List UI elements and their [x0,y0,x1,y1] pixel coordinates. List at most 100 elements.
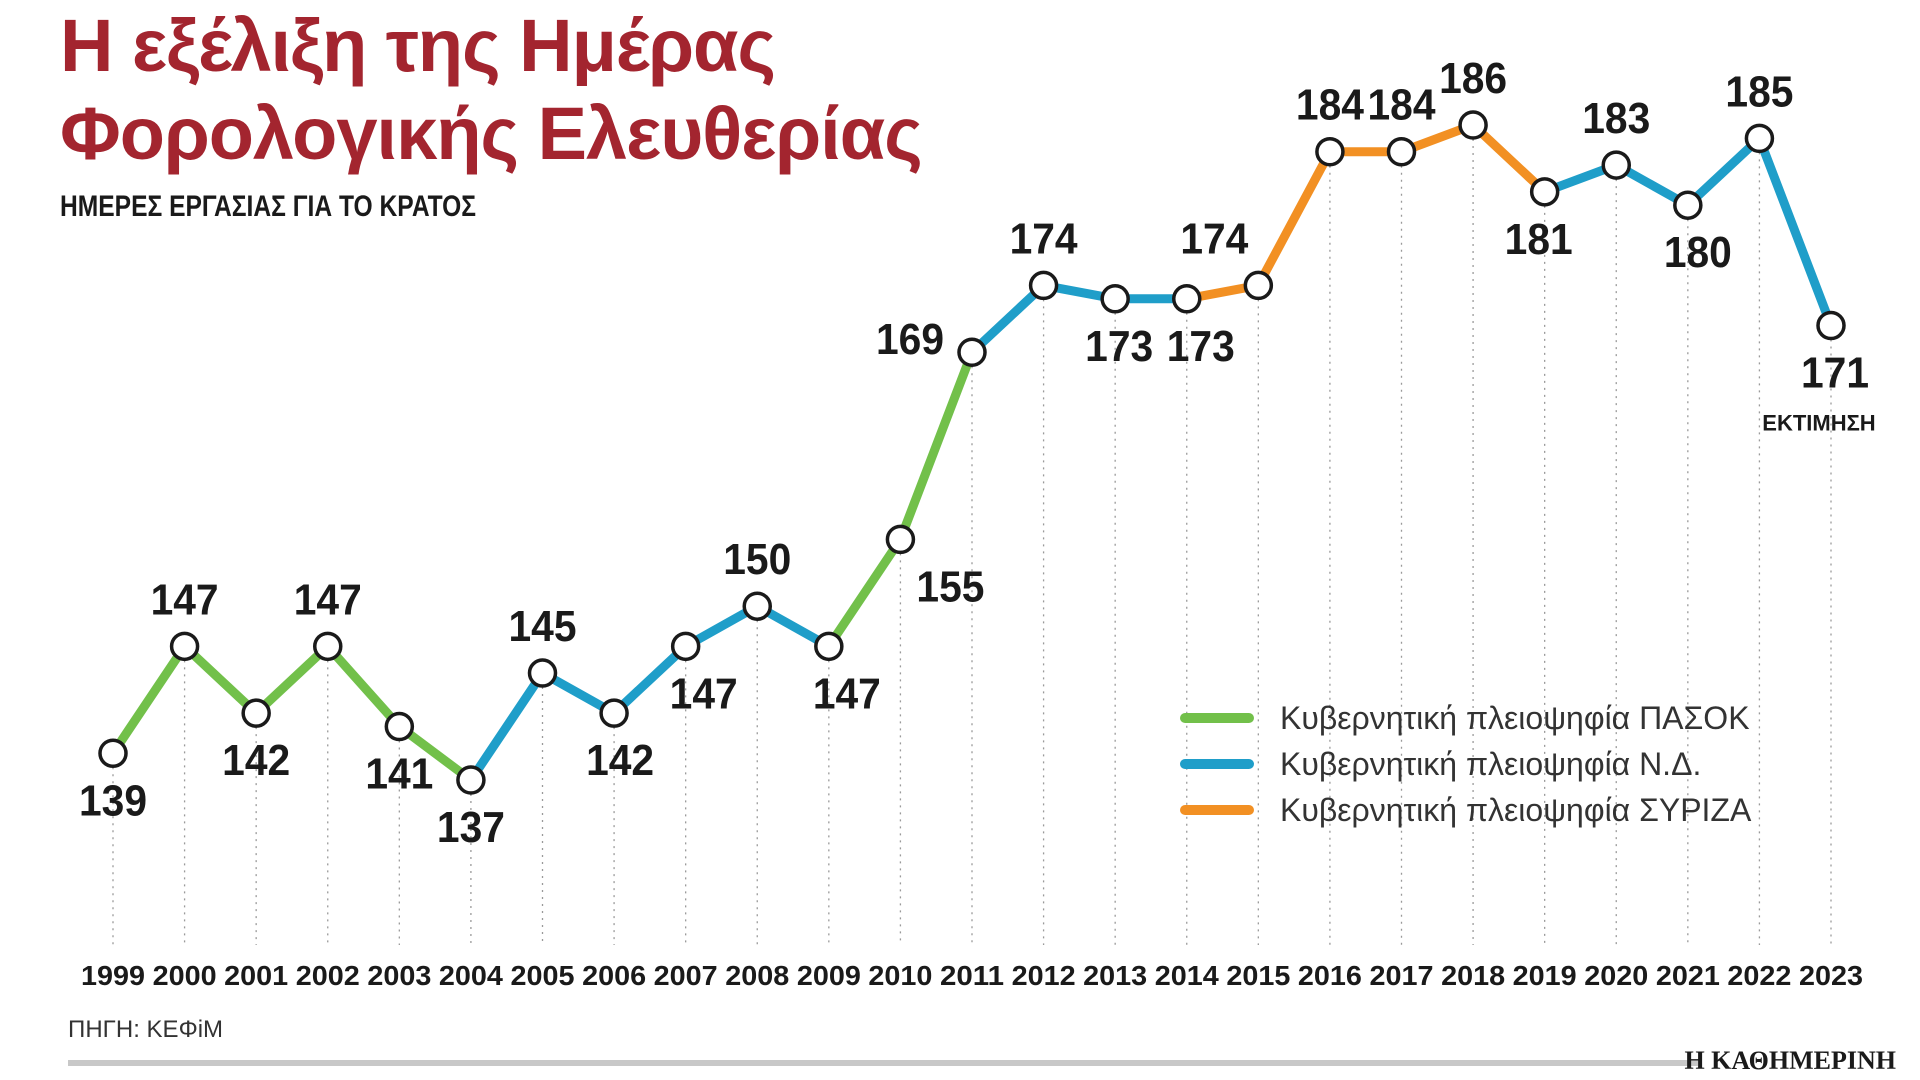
data-label-2014: 173 [1167,322,1235,371]
point-2000 [169,631,200,662]
point-2006 [599,698,629,728]
source-note: ΠΗΓΗ: ΚΕΦiΜ [68,1016,224,1043]
segment-1999-2000 [108,641,190,758]
legend: Κυβερνητική πλειοψηφία ΠΑΣΟΚ Κυβερνητική… [1180,695,1751,833]
data-label-2003: 141 [365,750,433,799]
segment-2011-2012 [967,280,1049,357]
point-2014 [1172,284,1202,314]
segment-2000-2001 [180,641,261,718]
data-label-2018: 186 [1439,54,1507,103]
chart-title-line-2: Φορολογικής Ελευθερίας [60,92,923,175]
x-axis-tick-labels: 1999 2000 2001 2002 2003 2004 2005 2006 2007 2008… [81,960,1863,991]
data-points [98,110,1846,795]
legend-item-pasok: Κυβερνητική πλειοψηφία ΠΑΣΟΚ [1180,695,1751,741]
point-2023 [1816,310,1846,341]
data-label-2005: 145 [509,602,577,651]
point-2011 [957,337,987,367]
chart-subtitle: ΗΜΕΡΕΣ ΕΡΓΑΣΙΑΣ ΓΙΑ ΤΟ ΚΡΑΤΟΣ [60,190,477,223]
x-tick-2023: 2023 [1799,960,1863,991]
segment-2002-2003 [323,641,404,732]
data-label-2004: 137 [437,803,505,852]
data-label-2002: 147 [294,575,362,624]
x-tick-2017: 2017 [1370,960,1434,991]
point-2012 [1028,270,1059,301]
data-label-2006: 142 [586,736,654,785]
point-2018 [1458,110,1488,140]
point-2009 [814,631,844,662]
point-2017 [1386,136,1417,167]
x-tick-2019: 2019 [1513,960,1577,991]
segment-2004-2005 [466,668,547,785]
x-tick-2021: 2021 [1656,960,1720,991]
publisher-brand: Η ΚΑΘΗΜΕΡΙΝΗ [1684,1046,1896,1075]
segment-2003-2004 [394,722,476,785]
segment-2018-2019 [1468,120,1550,197]
footer-divider [68,1060,1698,1066]
x-tick-2003: 2003 [367,960,431,991]
legend-label-pasok: Κυβερνητική πλειοψηφία ΠΑΣΟΚ [1280,699,1750,736]
data-label-2001: 142 [222,736,290,785]
x-tick-2000: 2000 [153,960,217,991]
segment-2001-2002 [251,641,333,718]
x-tick-1999: 1999 [81,960,145,991]
segment-2006-2007 [609,641,691,718]
x-tick-2022: 2022 [1727,960,1791,991]
x-tick-2015: 2015 [1226,960,1290,991]
x-tick-2010: 2010 [868,960,932,991]
data-label-2023: 171 [1801,349,1869,398]
data-label-2012: 174 [1010,214,1078,263]
point-1999 [98,738,128,769]
data-label-2007: 147 [670,669,738,718]
point-2005 [527,658,558,688]
segment-2009-2010 [824,534,905,651]
point-2016 [1315,136,1345,167]
x-tick-2013: 2013 [1083,960,1147,991]
data-label-2011: 169 [876,315,944,364]
data-label-2013: 173 [1085,322,1153,371]
x-tick-2009: 2009 [797,960,861,991]
data-label-2022: 185 [1725,67,1793,116]
point-2015 [1243,270,1274,301]
x-tick-2014: 2014 [1155,960,1219,991]
chart-title: Η εξέλιξη της Ημέρας Φορολογικής Ελευθερ… [60,2,923,178]
segment-2022-2023 [1754,133,1836,331]
x-tick-2020: 2020 [1584,960,1648,991]
x-tick-2005: 2005 [511,960,575,991]
legend-label-nd: Κυβερνητική πλειοψηφία Ν.Δ. [1280,745,1702,782]
legend-swatch-syriza [1180,805,1254,815]
x-tick-2011: 2011 [940,960,1004,991]
legend-label-syriza: Κυβερνητική πλειοψηφία ΣΥΡΙΖΑ [1280,791,1752,828]
data-label-2009: 147 [813,669,881,718]
x-tick-2008: 2008 [725,960,789,991]
point-2004 [456,765,486,795]
point-2010 [885,524,916,555]
x-tick-2006: 2006 [582,960,646,991]
x-tick-2018: 2018 [1441,960,1505,991]
point-2020 [1601,150,1631,180]
point-2007 [670,631,701,662]
x-tick-2004: 2004 [439,960,503,991]
point-2008 [742,591,772,621]
data-label-2021: 180 [1664,228,1732,277]
segment-2021-2022 [1683,133,1764,210]
x-tick-2002: 2002 [296,960,360,991]
x-tick-2007: 2007 [654,960,718,991]
data-label-2020: 183 [1582,94,1650,143]
point-2022 [1744,123,1775,154]
data-label-2017: 184 [1368,81,1436,130]
segment-2010-2011 [895,347,977,544]
data-label-2016: 184 [1296,81,1364,130]
point-2003 [384,711,415,742]
point-2013 [1100,284,1130,314]
estimate-note: ΕΚΤΙΜΗΣΗ [1762,411,1875,436]
legend-swatch-nd [1180,759,1254,769]
x-tick-2001: 2001 [224,960,288,991]
data-label-1999: 139 [79,776,147,825]
gridlines [112,139,1832,945]
data-label-2010: 155 [916,562,984,611]
point-2001 [241,698,271,728]
data-label-2000: 147 [151,575,219,624]
point-2002 [313,631,343,662]
legend-item-nd: Κυβερνητική πλειοψηφία Ν.Δ. [1180,741,1751,787]
